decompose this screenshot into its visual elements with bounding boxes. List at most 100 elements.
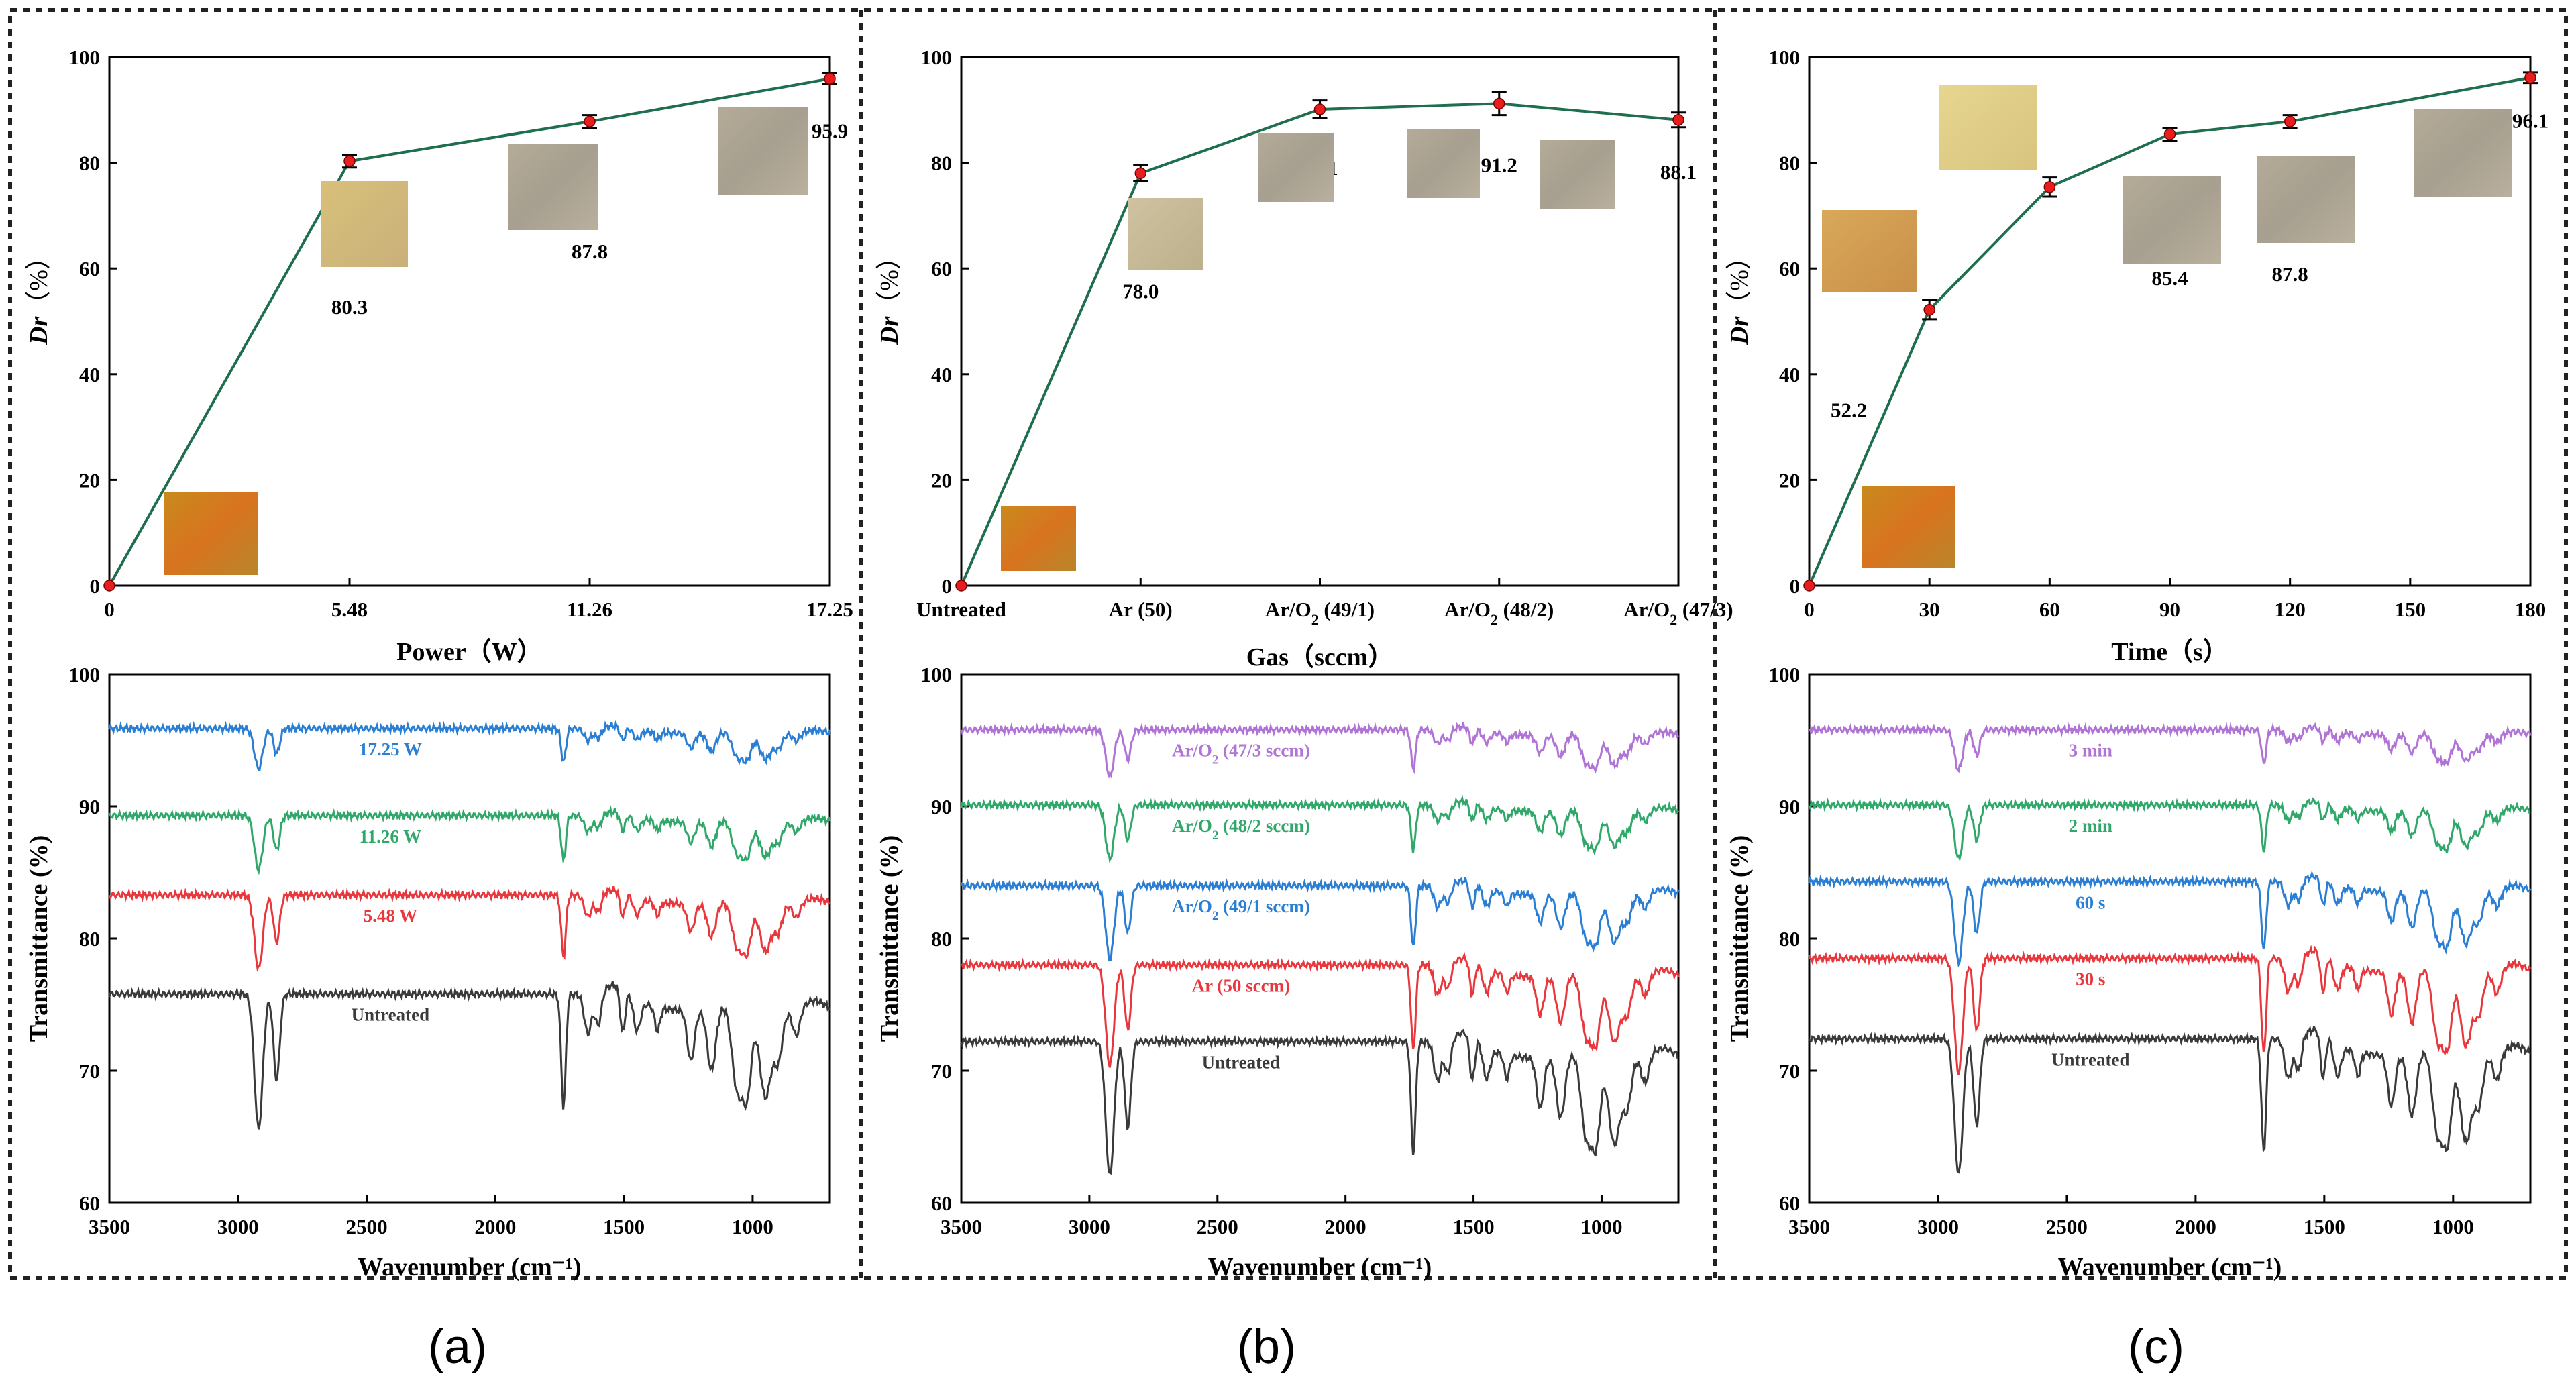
y-axis-label: Dr（%）: [875, 244, 904, 345]
data-point: [2163, 128, 2176, 140]
x-tick-label: 3000: [217, 1215, 259, 1238]
plot-frame: [960, 673, 1680, 1204]
data-point: [1313, 103, 1326, 115]
x-tick-label: 120: [2274, 598, 2306, 621]
ftir-chart-a: 60 70 80 90 100 3500 3000 2500 2000 1500 1000 Untre…: [25, 663, 831, 1281]
value-label: 85.4: [2151, 266, 2188, 290]
x-axis-label: Wavenumber (cm⁻¹): [2058, 1253, 2282, 1281]
spectrum-line: [1808, 870, 2532, 968]
y-tick-label: 80: [931, 927, 952, 951]
series-label: 2 min: [2069, 816, 2112, 836]
y-tick-label: 100: [1769, 663, 1801, 686]
value-label: 91.2: [1481, 153, 1517, 176]
value-label: 96.1: [2512, 109, 2548, 133]
x-tick-label: 2000: [1325, 1215, 1366, 1238]
panel-label-c: (c): [2128, 1320, 2184, 1374]
x-tick-label: 3500: [89, 1215, 130, 1238]
swatches-a: [164, 107, 808, 575]
x-tick-label: 180: [2515, 598, 2546, 621]
swatch-photo: [1822, 210, 1917, 292]
swatch-photo: [1540, 140, 1615, 209]
x-tick-label: 2500: [346, 1215, 388, 1238]
value-label: 95.9: [812, 119, 848, 142]
data-point: [1493, 97, 1505, 110]
dr-line: [108, 77, 830, 586]
x-axis-label: Wavenumber (cm⁻¹): [358, 1253, 582, 1281]
y-tick-label: 40: [931, 363, 952, 386]
x-tick-label: Ar (50): [1109, 598, 1173, 621]
swatch-photo: [2257, 156, 2355, 243]
swatch-photo: [1001, 506, 1076, 571]
x-tick-label: 5.48: [331, 598, 368, 621]
swatch-photo: [1128, 198, 1203, 270]
data-point: [955, 580, 967, 592]
y-tick-label: 100: [921, 663, 953, 686]
y-tick-label: 20: [931, 468, 952, 492]
value-label: 78.0: [1122, 279, 1159, 303]
y-axis-label: Transmittance (%): [25, 835, 53, 1042]
y-tick-label: 90: [1779, 795, 1800, 818]
y-tick-label: 60: [79, 1191, 100, 1215]
y-axis-label: Dr（%）: [25, 244, 53, 345]
value-label: 52.2: [1831, 398, 1867, 422]
x-axis-label: Wavenumber (cm⁻¹): [1208, 1253, 1432, 1281]
x-tick-label: Ar/O2 (47/3): [1623, 598, 1733, 628]
dr-chart-b: 0 20 40 60 80 100 Untreated Ar (50) Ar/O2 (49/1)…: [875, 46, 1733, 672]
data-point: [1923, 303, 1935, 316]
series-label: 11.26 W: [360, 826, 422, 847]
y-tick-label: 20: [1779, 468, 1800, 492]
swatch-photo: [1862, 486, 1955, 568]
data-point: [584, 115, 596, 127]
series-label: Untreated: [2051, 1050, 2129, 1070]
x-tick-label: 2500: [2046, 1215, 2088, 1238]
series-label: Ar/O2 (47/3 sccm): [1172, 741, 1310, 767]
series-label: 30 s: [2076, 969, 2105, 989]
spectrum-line: [960, 877, 1680, 962]
y-axis-label: Transmittance (%): [1725, 835, 1754, 1042]
data-point: [2524, 71, 2536, 84]
x-axis-label: Time（s）: [2111, 638, 2229, 666]
swatch-photo: [321, 181, 408, 267]
data-point: [103, 580, 115, 592]
data-point: [1803, 580, 1815, 592]
x-tick-label: 3000: [1069, 1215, 1110, 1238]
swatch-photo: [1407, 129, 1480, 198]
y-tick-label: 60: [931, 1191, 952, 1215]
y-tick-label: 90: [931, 795, 952, 818]
swatches-c: [1822, 85, 2512, 568]
y-tick-label: 0: [90, 574, 101, 598]
y-tick-label: 80: [79, 927, 100, 951]
x-axis-label: Power（W）: [396, 638, 542, 666]
spectrum-line: [108, 720, 831, 771]
y-tick-label: 90: [79, 795, 100, 818]
series-label: 5.48 W: [364, 906, 418, 926]
x-tick-label: 2000: [474, 1215, 516, 1238]
outer-frame: [8, 8, 2568, 1280]
swatch-photo: [1258, 133, 1334, 202]
spectrum-line: [960, 794, 1680, 863]
spectrum-line: [1808, 945, 2532, 1075]
series-label: Untreated: [352, 1005, 429, 1025]
x-tick-label: 90: [2159, 598, 2180, 621]
series-label: Untreated: [1202, 1053, 1280, 1073]
x-axis-label: Gas（sccm）: [1246, 643, 1394, 672]
y-tick-label: 60: [79, 257, 100, 280]
spectrum-line: [960, 722, 1680, 778]
series-label: 60 s: [2076, 892, 2105, 912]
x-tick-label: 17.25: [806, 598, 853, 621]
y-tick-label: 60: [1779, 257, 1800, 280]
x-tick-label: Untreated: [916, 598, 1006, 621]
panel-label-a: (a): [428, 1320, 487, 1374]
y-tick-label: 70: [931, 1059, 952, 1083]
plot-frame: [1808, 673, 2532, 1204]
spectrum-line: [1808, 797, 2531, 862]
plot-frame: [108, 56, 831, 587]
x-tick-label: 3500: [1788, 1215, 1830, 1238]
ftir-chart-c: 60 70 80 90 100 3500 3000 2500 2000 1500 1000 Untre…: [1725, 663, 2532, 1281]
series-label: Ar/O2 (48/2 sccm): [1172, 816, 1310, 843]
spectrum-line: [960, 1028, 1679, 1175]
spectrum-line: [108, 981, 831, 1130]
x-tick-label: 0: [104, 598, 115, 621]
spectrum-line: [1808, 1025, 2532, 1174]
y-tick-label: 60: [931, 257, 952, 280]
